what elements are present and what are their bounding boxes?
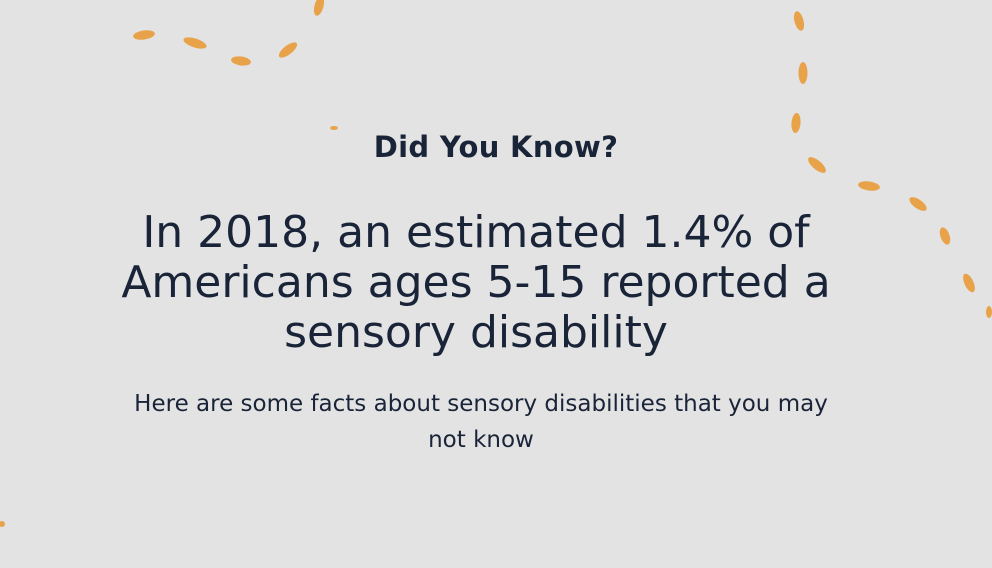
section-subtext: Here are some facts about sensory disabi… [134, 391, 828, 453]
headline-statistic: In 2018, an estimated 1.4% of Americans … [121, 207, 831, 358]
section-eyebrow: Did You Know? [373, 130, 619, 164]
